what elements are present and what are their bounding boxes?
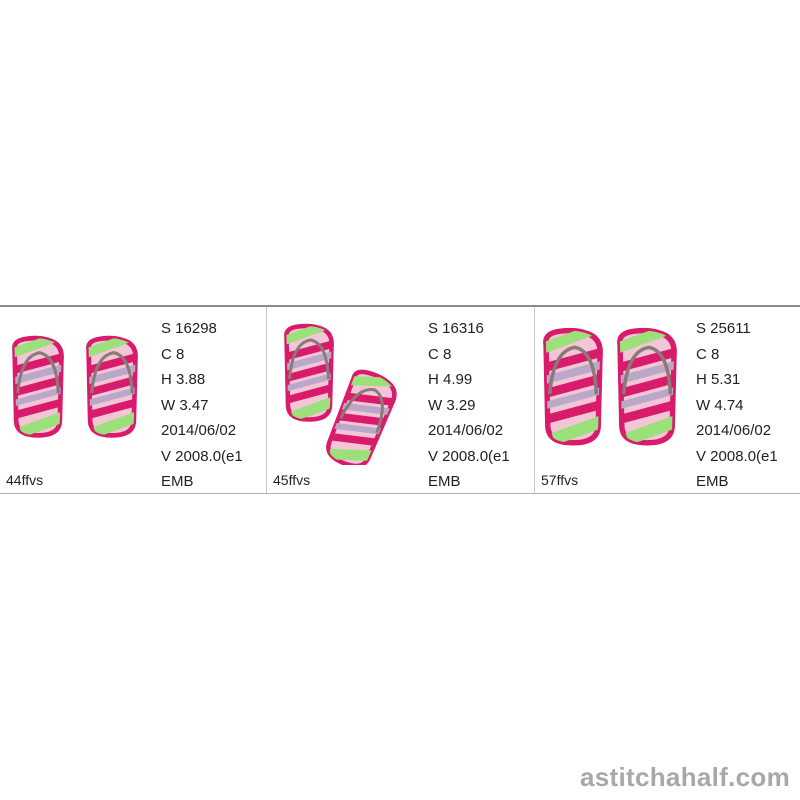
design-cell[interactable]: 45ffvs S 16316 C 8 H 4.99 W 3.29 2014/06…: [267, 307, 535, 493]
watermark-logo: astitchahalf.com: [580, 762, 790, 792]
color-count: C 8: [161, 345, 185, 363]
design-format: EMB: [428, 473, 461, 490]
design-thumbnail-strip: 44ffvs S 16298 C 8 H 3.88 W 3.47 2014/06…: [0, 305, 800, 494]
design-date: 2014/06/02: [161, 422, 237, 439]
design-name: 57ffvs: [541, 472, 579, 488]
stitch-count: S 16316: [428, 320, 484, 337]
flip-flop-icon: [12, 335, 64, 438]
flip-flop-icon: [86, 335, 138, 438]
design-cell[interactable]: 44ffvs S 16298 C 8 H 3.88 W 3.47 2014/06…: [0, 307, 267, 493]
design-format: EMB: [161, 473, 194, 490]
design-cell[interactable]: 57ffvs S 25611 C 8 H 5.31 W 4.74 2014/06…: [535, 307, 800, 493]
design-width: W 3.29: [428, 396, 476, 414]
flip-flop-thumbnail: [12, 335, 138, 438]
design-height: H 4.99: [428, 371, 473, 388]
flip-flop-icon: [543, 327, 603, 446]
flip-flop-icon: [617, 327, 677, 446]
design-info: S 16298 C 8 H 3.88 W 3.47 2014/06/02 V 2…: [161, 316, 243, 495]
design-date: 2014/06/02: [696, 422, 772, 439]
color-count: C 8: [428, 345, 452, 363]
flip-flop-icon: [326, 369, 397, 465]
design-width: W 3.47: [161, 396, 209, 414]
design-version: V 2008.0(e1: [161, 447, 243, 465]
design-format: EMB: [696, 473, 729, 490]
design-name: 45ffvs: [273, 472, 311, 488]
design-width: W 4.74: [696, 396, 744, 414]
design-info: S 16316 C 8 H 4.99 W 3.29 2014/06/02 V 2…: [428, 316, 510, 495]
design-height: H 3.88: [161, 371, 206, 388]
flip-flop-thumbnail: [543, 327, 677, 446]
stitch-count: S 25611: [696, 320, 751, 337]
design-name: 44ffvs: [6, 472, 44, 488]
design-info: S 25611 C 8 H 5.31 W 4.74 2014/06/02 V 2…: [696, 316, 778, 495]
design-date: 2014/06/02: [428, 422, 504, 439]
flip-flop-thumbnail: [284, 323, 397, 465]
stitch-count: S 16298: [161, 320, 217, 337]
flip-flop-icon: [284, 323, 334, 422]
design-version: V 2008.0(e1: [696, 447, 778, 465]
design-version: V 2008.0(e1: [428, 447, 510, 465]
design-height: H 5.31: [696, 371, 741, 388]
color-count: C 8: [696, 345, 720, 363]
